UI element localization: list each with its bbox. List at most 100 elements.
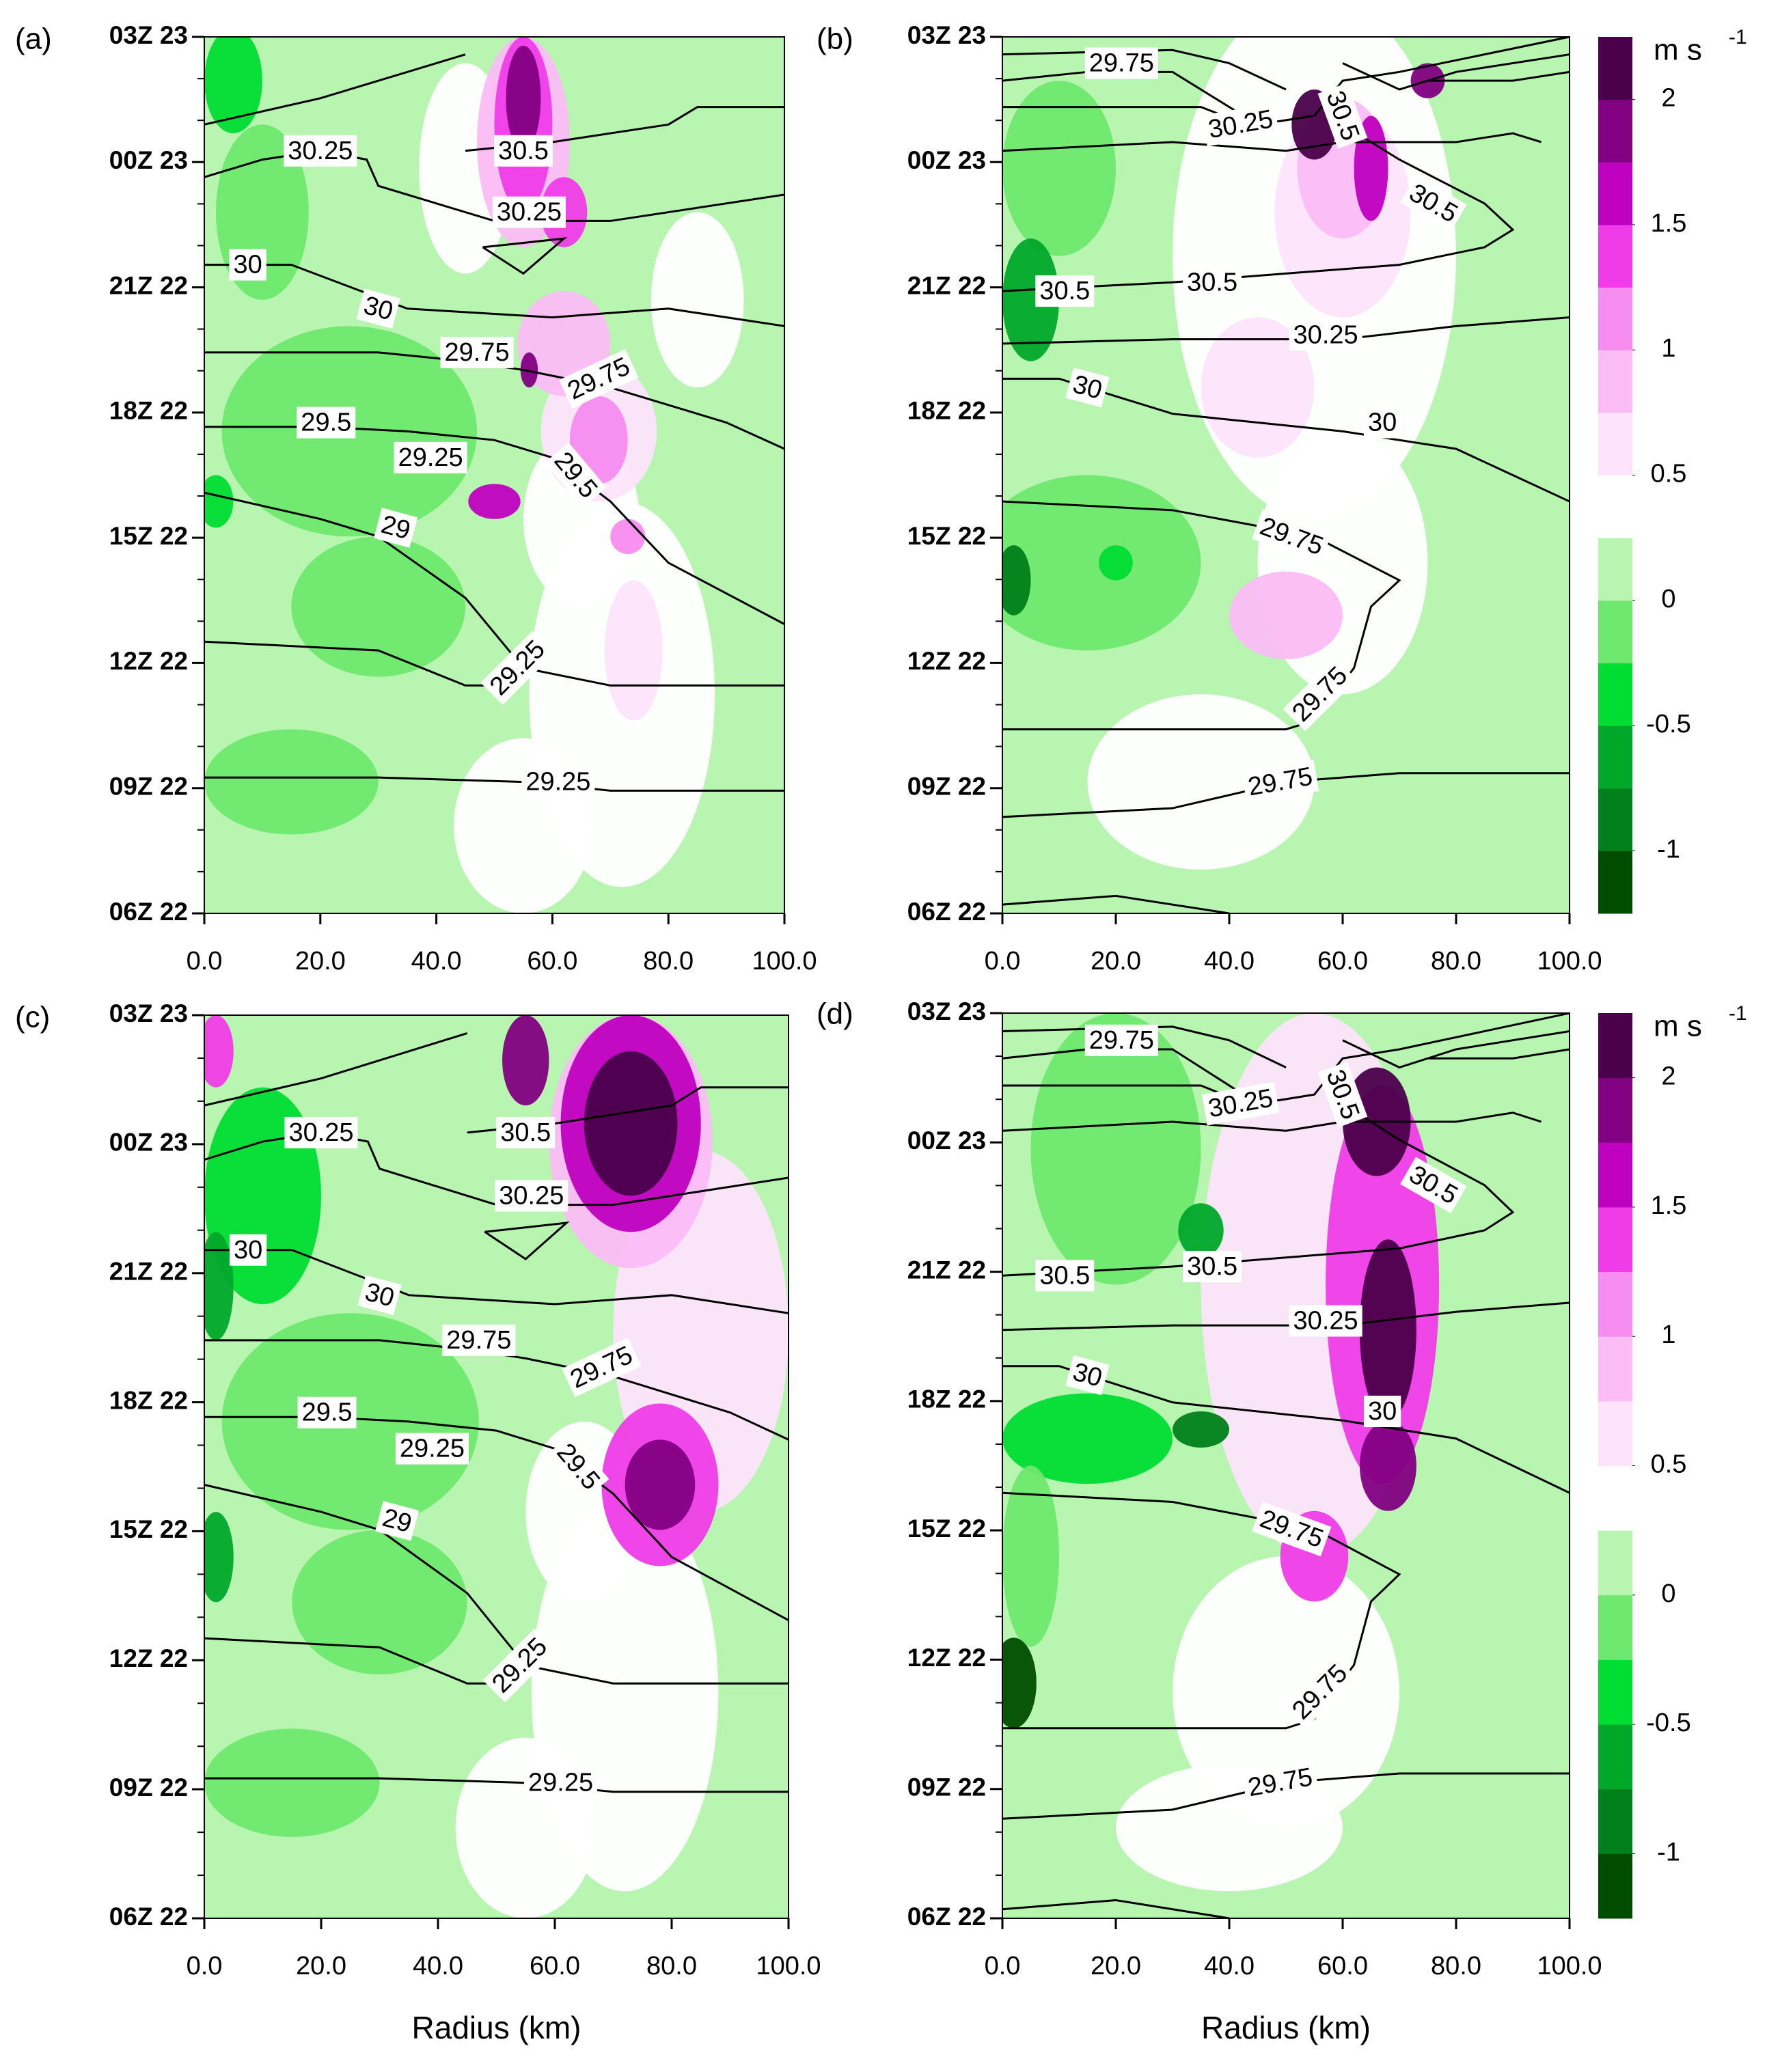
colorbar-swatch (1598, 538, 1632, 601)
colorbar-swatch (1598, 1530, 1632, 1596)
contour-line (204, 1483, 789, 1685)
colorbar-swatch (1598, 600, 1632, 663)
colorbar-tick-label: 1.5 (1651, 1191, 1687, 1220)
field-patch (520, 352, 538, 388)
field-patch (1173, 1556, 1399, 1828)
contour-label-group: 30.5 (496, 1116, 556, 1148)
contour-label: 29.75 (446, 1326, 511, 1355)
contour-label: 29.25 (528, 1769, 593, 1797)
contour-label: 29.5 (301, 409, 351, 437)
colorbar-swatch (1598, 37, 1632, 100)
contour-line (1427, 70, 1570, 82)
field-patch (468, 484, 521, 519)
y-tick-label: 21Z 22 (109, 1257, 188, 1285)
field-patch (291, 536, 466, 677)
contour-line (1002, 1365, 1570, 1494)
contour-label-box (1201, 102, 1280, 147)
contour-label-box (229, 1234, 267, 1266)
x-tick-label: 40.0 (1204, 947, 1255, 976)
y-tick-label: 06Z 22 (907, 898, 986, 926)
y-tick-label: 18Z 22 (907, 397, 986, 425)
colorbar-swatch (1598, 1271, 1632, 1337)
field-patch (1087, 694, 1315, 870)
colorbar-tick-label: 1 (1661, 334, 1675, 363)
contour-label-box (356, 288, 400, 329)
contour-label-group: 30 (1363, 1396, 1401, 1428)
colorbar-swatch (1598, 162, 1632, 225)
colorbar-tick-label: 0 (1661, 585, 1675, 613)
panel-label: (c) (15, 1001, 50, 1034)
y-tick-label: 15Z 22 (109, 522, 188, 550)
contour-label: 29.25 (398, 443, 463, 472)
contour-line (1002, 1491, 1401, 1730)
x-tick-label: 100.0 (1537, 947, 1602, 976)
contour-label: 30.25 (1293, 320, 1358, 349)
contour-label-group: 29.75 (442, 1324, 516, 1356)
contour-label-group: 29.5 (297, 406, 356, 439)
contour-label-box (1035, 1260, 1095, 1292)
contour-label-box (394, 441, 467, 473)
colorbar-swatch (1598, 1788, 1632, 1854)
contour-label: 30.25 (1293, 1307, 1358, 1336)
colorbar-unit: m s (1654, 1010, 1702, 1043)
colorbar-swatch (1598, 1853, 1632, 1919)
colorbar-tick-label: 1.5 (1651, 209, 1687, 238)
contour-label: 30.25 (288, 137, 353, 165)
contour-line (204, 150, 784, 222)
field-patch (204, 729, 379, 835)
y-tick-label: 12Z 22 (907, 647, 986, 675)
y-tick-label: 15Z 22 (907, 1515, 986, 1543)
contour-label-box (357, 1275, 402, 1316)
x-tick-label: 100.0 (1537, 1952, 1602, 1980)
field-patch (204, 37, 262, 134)
contour-label-group: 30.5 (1035, 1260, 1095, 1292)
field-patch (292, 1530, 467, 1675)
contour-label-group: 30.5 (1035, 275, 1095, 307)
contour-label-box (442, 1324, 516, 1356)
y-tick-label: 15Z 22 (109, 1515, 188, 1543)
x-tick-label: 20.0 (1091, 1952, 1141, 1980)
y-tick-label: 00Z 23 (109, 146, 188, 174)
y-tick-label: 09Z 22 (907, 772, 986, 800)
colorbar-swatch (1598, 663, 1632, 726)
colorbar-swatch (1598, 224, 1632, 288)
y-tick-label: 12Z 22 (109, 647, 188, 675)
contour-label-box (482, 1628, 557, 1702)
contour-line (204, 491, 784, 687)
contour-field (1002, 37, 1570, 913)
colorbar-swatch (1598, 1594, 1632, 1660)
contour-label-box (1283, 657, 1357, 732)
colorbar-tick-label: -1 (1657, 1838, 1680, 1866)
y-tick-label: 06Z 22 (109, 898, 188, 926)
contour-label-group: 30.25 (284, 1116, 358, 1148)
field-patch (204, 1232, 234, 1340)
contour-label-box (229, 249, 266, 281)
colorbar-tick-label: 0 (1661, 1579, 1675, 1608)
contour-line (204, 640, 495, 687)
x-axis-label: Radius (km) (1201, 2010, 1371, 2045)
contour-label-box (1183, 1251, 1242, 1283)
contour-label-box (1317, 83, 1368, 149)
contour-label-box (1035, 275, 1095, 307)
contour-label-group: 30 (356, 288, 400, 329)
contour-label: 30 (234, 1236, 262, 1265)
y-tick-label: 03Z 23 (907, 21, 986, 49)
contour-label-box (493, 135, 553, 167)
y-tick-label: 06Z 22 (907, 1903, 986, 1931)
x-tick-label: 0.0 (985, 1952, 1021, 1980)
field-patch (1002, 1465, 1059, 1647)
contour-label: 30 (234, 251, 262, 279)
contour-label-box (373, 508, 418, 548)
x-axis-label: Radius (km) (412, 2010, 581, 2045)
contour-label: 29.5 (302, 1398, 353, 1427)
y-tick-label: 09Z 22 (109, 772, 188, 800)
contour-label-box (1317, 1062, 1368, 1128)
contour-label-box (524, 1767, 598, 1799)
contour-line (204, 1637, 497, 1685)
x-tick-label: 100.0 (756, 1952, 821, 1980)
field-patch (625, 1439, 696, 1530)
contour-label-box (284, 135, 357, 167)
y-tick-label: 06Z 22 (109, 1903, 188, 1931)
contour-label-box (1363, 1396, 1401, 1428)
contour-label: 30.5 (1187, 268, 1237, 296)
